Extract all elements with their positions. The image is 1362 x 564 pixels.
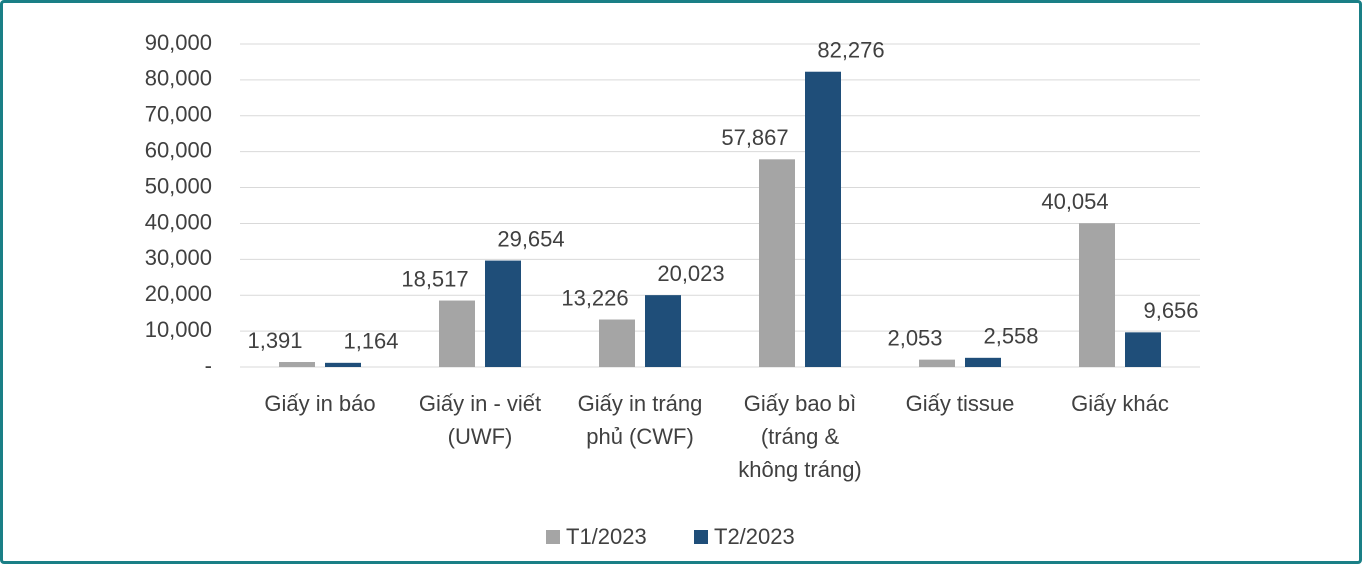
y-tick-label: 80,000 [145,66,212,91]
legend-label: T1/2023 [566,524,647,549]
data-label: 2,053 [887,325,942,350]
x-tick-label: Giấy in báo [264,391,375,416]
chart: - 10,000 20,000 30,000 40,000 50,000 60,000 70,… [145,30,1200,549]
x-tick-label: Giấy khác [1071,391,1169,416]
bar [485,260,521,367]
y-tick-label: 70,000 [145,102,212,127]
data-label: 40,054 [1041,189,1108,214]
y-tick-label: 90,000 [145,30,212,55]
bar [279,362,315,367]
bar [599,319,635,367]
legend-swatch [546,530,560,544]
data-label: 29,654 [497,226,564,251]
y-tick-label: 40,000 [145,209,212,234]
x-tick-label: Giấy in - viết (UWF) [419,391,541,449]
bar [325,362,361,367]
y-tick-label: 60,000 [145,137,212,162]
data-label: 1,391 [247,328,302,353]
y-tick-label: 20,000 [145,281,212,306]
data-label: 1,164 [343,329,398,354]
data-label: 18,517 [401,266,468,291]
y-tick-label: 50,000 [145,173,212,198]
data-label: 20,023 [657,261,724,286]
y-tick-label: 10,000 [145,317,212,342]
x-tick-label: Giấy bao bì (tráng & không tráng) [738,391,862,482]
data-label: 9,656 [1143,298,1198,323]
bar [965,357,1001,367]
y-tick-label: - [205,353,212,378]
x-tick-label: Giấy tissue [906,391,1015,416]
bar [439,300,475,367]
legend-label: T2/2023 [714,524,795,549]
data-label: 2,558 [983,324,1038,349]
data-label: 82,276 [817,38,884,63]
data-label: 57,867 [721,125,788,150]
legend-swatch [694,530,708,544]
bar [645,295,681,367]
bar [1079,223,1115,367]
bar [1125,332,1161,367]
data-label: 13,226 [561,285,628,310]
x-tick-label: Giấy in tráng phủ (CWF) [578,391,703,449]
bar [805,71,841,367]
y-tick-label: 30,000 [145,245,212,270]
bar [759,159,795,367]
bar [919,359,955,367]
